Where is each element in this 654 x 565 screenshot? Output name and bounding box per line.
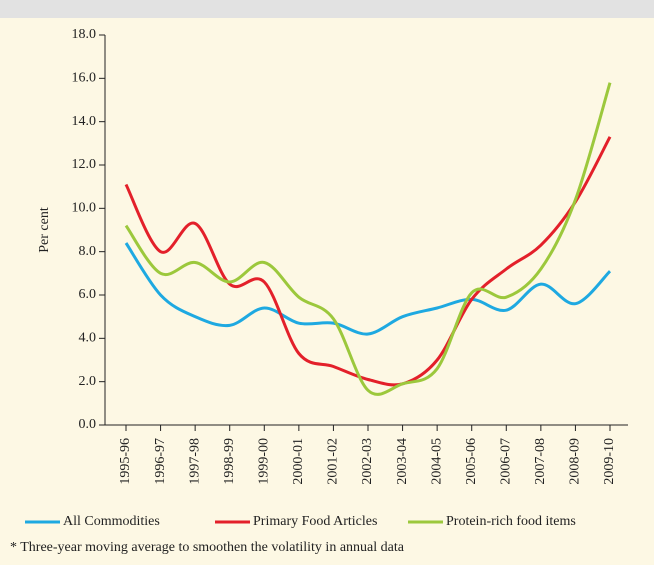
- x-tick-label: 1997-98: [187, 438, 202, 485]
- x-tick-label: 2003-04: [395, 438, 410, 485]
- y-tick-label: 6.0: [79, 287, 97, 302]
- x-tick-label: 1999-00: [257, 438, 272, 485]
- series-line: [124, 242, 612, 336]
- x-tick-label: 2009-10: [602, 438, 617, 485]
- x-tick-label: 1996-97: [153, 438, 168, 485]
- y-tick-label: 4.0: [79, 331, 97, 346]
- y-tick-label: 0.0: [79, 417, 97, 432]
- y-tick-label: 14.0: [72, 114, 97, 129]
- x-tick-label: 1995-96: [118, 438, 133, 485]
- y-tick-label: 16.0: [72, 71, 97, 86]
- y-tick-label: 10.0: [72, 201, 97, 216]
- series-line: [124, 82, 612, 396]
- x-tick-label: 2006-07: [499, 438, 514, 485]
- x-tick-label: 2000-01: [291, 438, 306, 485]
- y-tick-label: 2.0: [79, 374, 97, 389]
- y-tick-label: 18.0: [72, 27, 97, 42]
- x-tick-label: 1998-99: [222, 438, 237, 485]
- y-tick-label: 12.0: [72, 157, 97, 172]
- top-band: [0, 0, 654, 18]
- x-tick-label: 2007-08: [533, 438, 548, 485]
- x-tick-label: 2004-05: [429, 438, 444, 485]
- y-axis-label: Per cent: [37, 207, 52, 253]
- series-line: [124, 136, 612, 387]
- y-tick-label: 8.0: [79, 244, 97, 259]
- legend-label: Primary Food Articles: [253, 514, 377, 529]
- footnote: * Three-year moving average to smoothen …: [10, 540, 405, 555]
- legend-label: Protein-rich food items: [446, 514, 576, 529]
- x-tick-label: 2002-03: [360, 438, 375, 485]
- x-tick-label: 2001-02: [326, 438, 341, 485]
- x-tick-label: 2005-06: [464, 438, 479, 485]
- x-tick-label: 2008-09: [568, 438, 583, 485]
- legend-label: All Commodities: [63, 514, 160, 529]
